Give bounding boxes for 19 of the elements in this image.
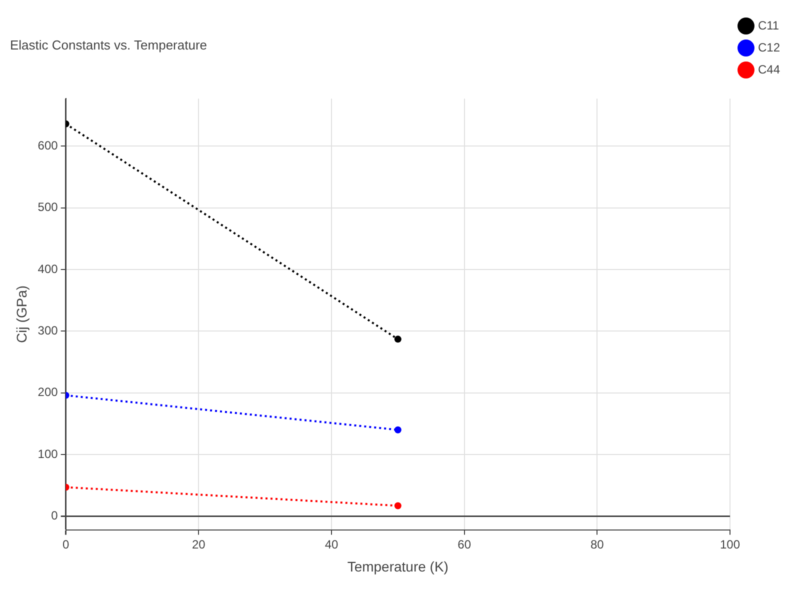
legend-label: C44	[758, 62, 780, 76]
legend-label: C12	[758, 40, 780, 54]
y-tick-label: 300	[38, 323, 58, 338]
x-tick-label: 60	[458, 537, 472, 552]
y-tick-label: 500	[38, 200, 58, 214]
chart-title: Elastic Constants vs. Temperature	[10, 37, 208, 52]
x-tick-label: 0	[62, 537, 70, 552]
y-tick-label: 100	[38, 446, 58, 461]
x-tick-label: 20	[192, 537, 206, 552]
x-axis-title: Temperature (K)	[347, 558, 448, 574]
x-tick-label: 100	[720, 537, 740, 552]
x-tick-label: 40	[324, 537, 338, 552]
y-tick-label: 200	[38, 385, 58, 400]
y-tick-label: 400	[38, 262, 58, 276]
legend-label: C11	[758, 18, 780, 32]
y-tick-label: 0	[51, 508, 58, 523]
y-tick-label: 600	[38, 138, 58, 152]
y-axis-title: Cij (GPa)	[13, 285, 30, 343]
x-tick-label: 80	[590, 537, 604, 552]
